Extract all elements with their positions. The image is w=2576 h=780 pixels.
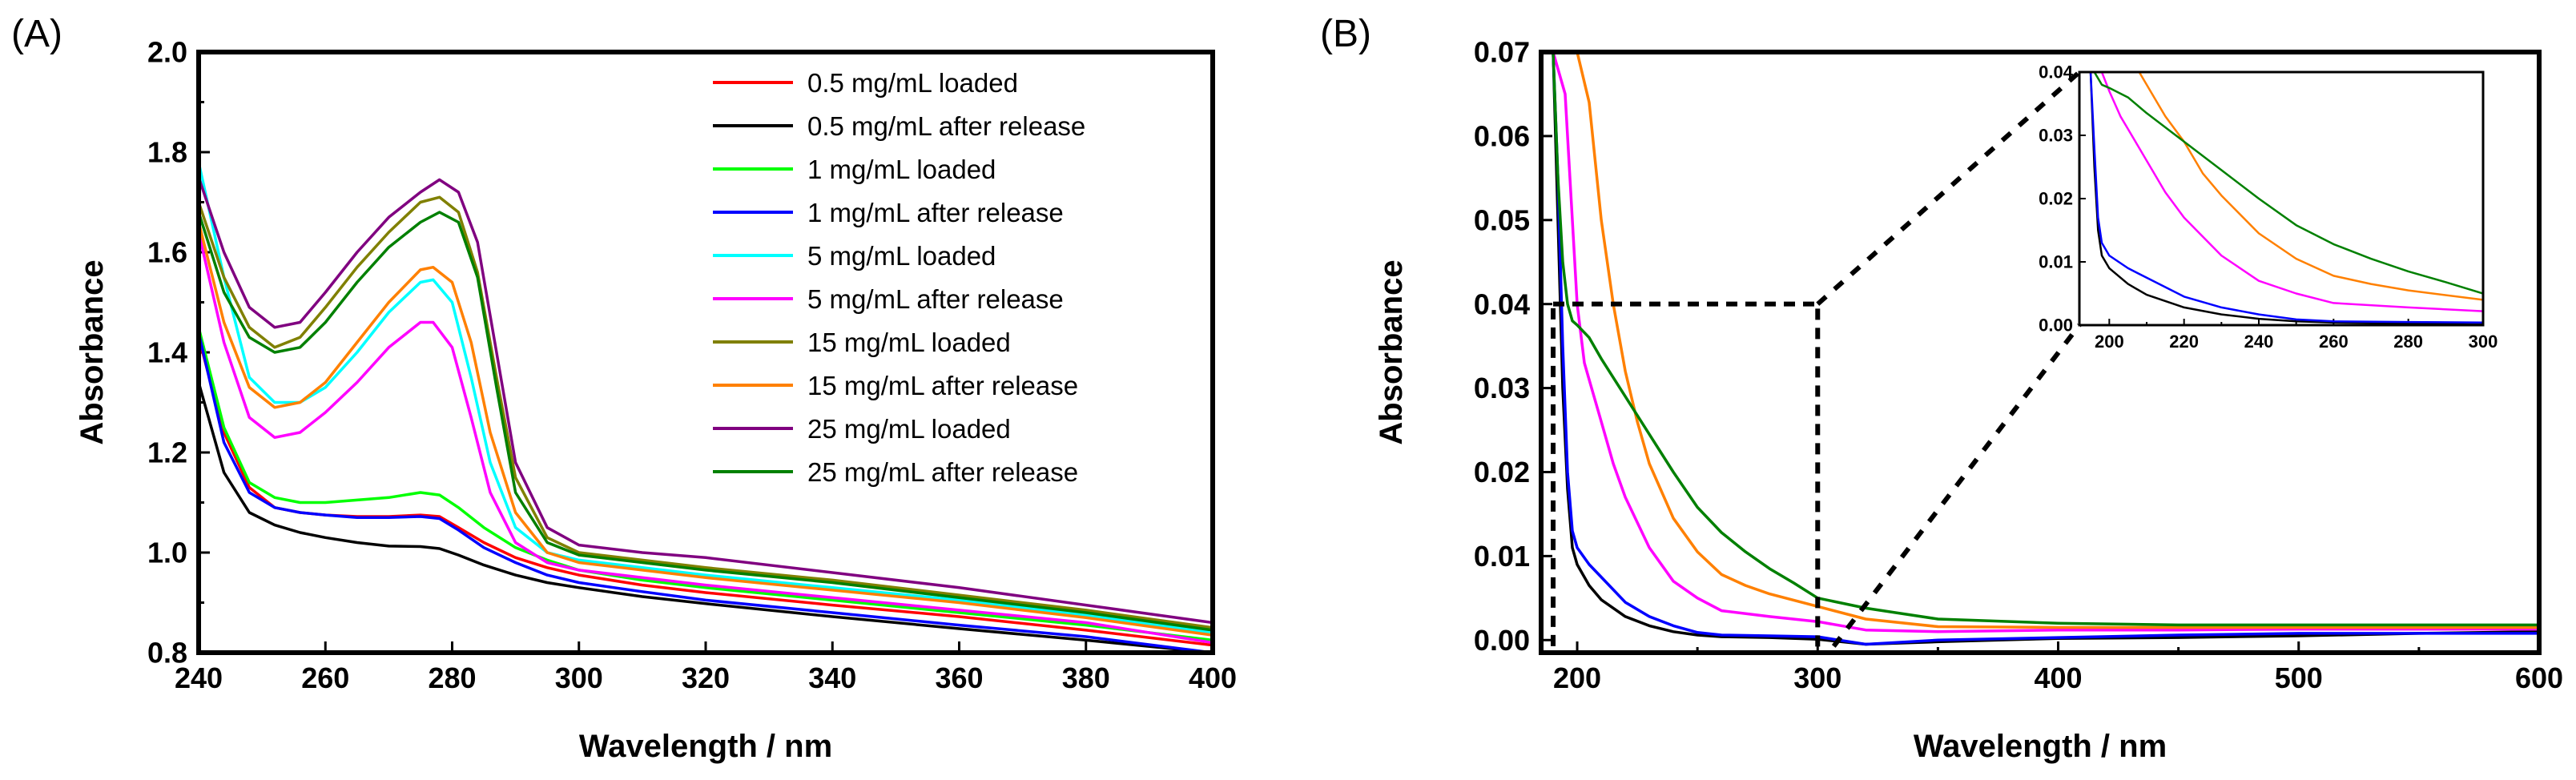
panel-a-ytick-label: 1.6 — [147, 236, 187, 269]
inset-xtick-label: 200 — [2095, 332, 2124, 352]
panel-b-series-15-mg-ml-after-release — [1552, 52, 2539, 629]
panel-a-ytick-label: 1.2 — [147, 436, 187, 469]
panel-b-ytick-label: 0.03 — [1474, 372, 1530, 404]
panel-b-label: (B) — [1320, 13, 1371, 55]
legend-label: 5 mg/mL loaded — [807, 241, 996, 271]
panel-b-xtick-label: 500 — [2275, 661, 2323, 694]
inset-xtick-label: 280 — [2393, 332, 2423, 352]
legend-label: 1 mg/mL after release — [807, 198, 1064, 227]
panel-a-xtick-label: 360 — [935, 661, 983, 694]
panel-a-series-15-mg-ml-after-release — [199, 220, 1213, 637]
panel-b-axes: 200 300 400 500 600 0.00 0.01 0.02 0.03 0.04 0.05 0… — [1474, 36, 2563, 694]
panel-b-xtick-label: 400 — [2034, 661, 2082, 694]
inset-series-25-mg-ml-after-release — [2093, 72, 2483, 295]
inset-background — [2079, 72, 2483, 325]
panel-a-xtick-label: 260 — [301, 661, 349, 694]
panel-a-xtick-label: 380 — [1062, 661, 1110, 694]
panel-a-xtick-label: 240 — [175, 661, 223, 694]
legend-label: 0.5 mg/mL loaded — [807, 68, 1018, 98]
panel-a-xtick-label: 340 — [808, 661, 856, 694]
legend-label: 15 mg/mL loaded — [807, 328, 1011, 357]
panel-b-series-5-mg-ml-after-release — [1552, 52, 2539, 633]
panel-a-series-25-mg-ml-loaded — [199, 175, 1213, 625]
panel-a-series-1-mg-ml-after-release — [199, 331, 1213, 653]
panel-a-series-5-mg-ml-loaded — [199, 160, 1213, 634]
panel-b-ytick-label: 0.06 — [1474, 119, 1530, 152]
zoom-connector-bottom — [1831, 324, 2082, 648]
legend-label: 25 mg/mL loaded — [807, 414, 1011, 444]
panel-a-series-25-mg-ml-after-release — [199, 211, 1213, 632]
panel-a-series — [199, 160, 1213, 653]
panel-a-xlabel: Wavelength / nm — [579, 729, 832, 764]
inset-series-0-5-mg-ml-after-release — [2089, 72, 2483, 325]
legend-label: 1 mg/mL loaded — [807, 155, 996, 184]
inset-series-15-mg-ml-after-release — [2138, 72, 2483, 301]
panel-b-ylabel: Absorbance — [1374, 259, 1409, 444]
panel-a-ytick-label: 1.4 — [147, 336, 187, 369]
inset-series — [2089, 72, 2483, 325]
legend-label: 5 mg/mL after release — [807, 284, 1064, 314]
panel-a-ytick-label: 2.0 — [147, 36, 187, 69]
panel-a-series-1-mg-ml-loaded — [199, 326, 1213, 642]
panel-b-inset: 200 220 240 260 280 300 0.00 0.01 0.02 0.03 0.04 — [2039, 62, 2498, 352]
panel-a: (A) 240 260 280 300 320 340 360 380 400 0.8 1.0 1.2… — [11, 13, 1237, 764]
inset-series-1-mg-ml-after-release — [2089, 72, 2483, 324]
panel-a-label: (A) — [11, 13, 62, 55]
panel-b-ytick-label: 0.05 — [1474, 203, 1530, 236]
inset-xtick-label: 220 — [2169, 332, 2199, 352]
panel-a-xtick-label: 300 — [555, 661, 603, 694]
panel-a-legend: 0.5 mg/mL loaded 0.5 mg/mL after release 1… — [713, 68, 1085, 487]
panel-b: (B) 200 300 400 500 600 0.00 0.01 0.02 0.03 0.04 0… — [1320, 13, 2563, 764]
inset-ytick-label: 0.02 — [2039, 189, 2073, 209]
panel-b-xtick-label: 200 — [1553, 661, 1601, 694]
legend-label: 15 mg/mL after release — [807, 371, 1078, 400]
inset-series-5-mg-ml-after-release — [2100, 72, 2483, 312]
panel-a-ytick-label: 0.8 — [147, 637, 187, 669]
panel-a-ytick-label: 1.8 — [147, 136, 187, 169]
inset-ytick-label: 0.00 — [2039, 316, 2073, 336]
panel-a-series-0-5-mg-ml-after-release — [199, 380, 1213, 653]
inset-ytick-label: 0.04 — [2039, 62, 2074, 82]
legend-label: 0.5 mg/mL after release — [807, 111, 1085, 141]
legend-label: 25 mg/mL after release — [807, 457, 1078, 487]
panel-b-series — [1552, 52, 2539, 646]
panel-a-series-15-mg-ml-loaded — [199, 195, 1213, 629]
inset-xtick-label: 300 — [2469, 332, 2498, 352]
panel-b-ytick-label: 0.04 — [1474, 287, 1530, 320]
panel-a-series-5-mg-ml-after-release — [199, 231, 1213, 645]
panel-a-ytick-label: 1.0 — [147, 537, 187, 569]
zoom-box — [1551, 301, 1821, 655]
panel-b-ytick-label: 0.02 — [1474, 456, 1530, 489]
panel-b-xtick-label: 600 — [2515, 661, 2563, 694]
panel-b-xtick-label: 300 — [1793, 661, 1841, 694]
panel-a-xtick-label: 320 — [682, 661, 730, 694]
inset-xtick-label: 240 — [2244, 332, 2274, 352]
panel-b-ytick-label: 0.01 — [1474, 540, 1530, 573]
panel-b-xlabel: Wavelength / nm — [1914, 729, 2167, 764]
panel-a-frame — [196, 50, 1215, 655]
panel-b-series-1-mg-ml-after-release — [1552, 52, 2539, 646]
panel-a-xtick-label: 280 — [428, 661, 476, 694]
panel-b-frame — [1539, 50, 2542, 655]
inset-frame — [2078, 70, 2485, 327]
panel-b-zoom-region — [1551, 70, 2082, 655]
panel-b-series-25-mg-ml-after-release — [1552, 52, 2539, 627]
panel-a-xtick-label: 400 — [1189, 661, 1237, 694]
panel-b-ytick-label: 0.00 — [1474, 624, 1530, 657]
panel-a-axes: 240 260 280 300 320 340 360 380 400 0.8 1.0 1.2 1.4 1… — [147, 36, 1237, 694]
inset-ytick-label: 0.01 — [2039, 252, 2073, 272]
panel-b-ytick-label: 0.07 — [1474, 36, 1530, 69]
inset-xtick-label: 260 — [2319, 332, 2349, 352]
panel-a-ylabel: Absorbance — [74, 259, 110, 444]
inset-ytick-label: 0.03 — [2039, 126, 2073, 146]
inset-axes: 200 220 240 260 280 300 0.00 0.01 0.02 0.03 0.04 — [2039, 62, 2498, 352]
